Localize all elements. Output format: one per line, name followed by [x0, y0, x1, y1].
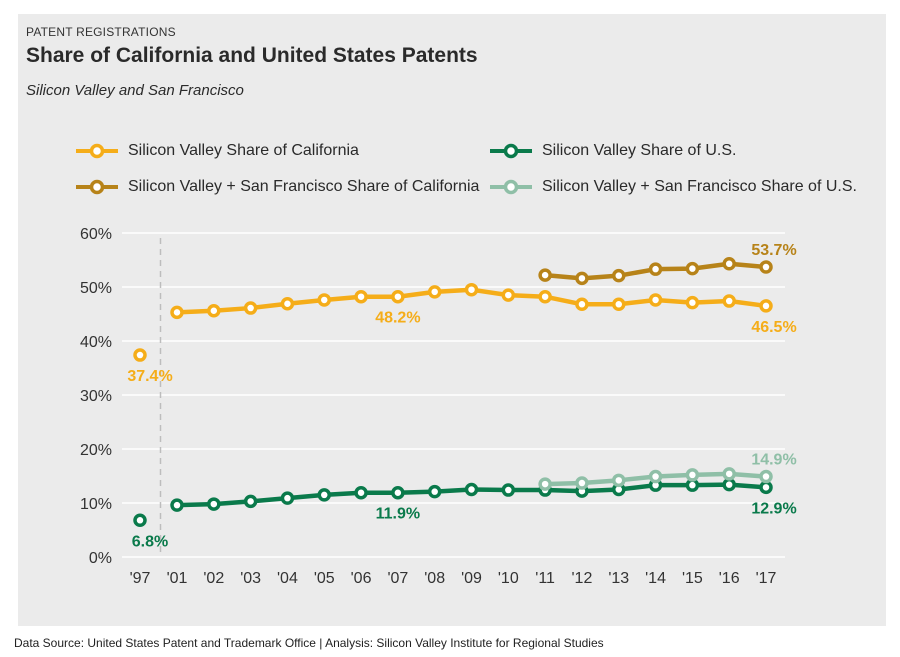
- data-point-sv_ca: [575, 297, 589, 312]
- data-label: 12.9%: [751, 500, 796, 517]
- x-tick-label: '10: [498, 570, 519, 587]
- legend-item-sv-us: Silicon Valley Share of U.S.: [490, 142, 736, 160]
- data-point-svsf_ca: [612, 268, 626, 283]
- data-point-sv_ca: [243, 301, 258, 315]
- x-tick-label: '17: [756, 570, 777, 587]
- data-point-svsf_ca: [648, 262, 663, 276]
- y-tick-label: 50%: [80, 280, 112, 297]
- data-point-svsf_us: [685, 468, 700, 482]
- data-point-sv_ca: [391, 289, 405, 304]
- x-tick-label: '02: [203, 570, 224, 587]
- legend-swatch-sv-us: [490, 143, 532, 159]
- data-point-sv_ca: [722, 294, 736, 308]
- legend-swatch-svsf-ca: [76, 179, 118, 195]
- x-tick-label: '06: [351, 570, 372, 587]
- data-label: 48.2%: [375, 310, 420, 327]
- data-label: 11.9%: [376, 506, 420, 523]
- data-point-sv_us: [464, 482, 479, 497]
- chart-subtitle: Silicon Valley and San Francisco: [26, 82, 244, 99]
- data-point-sv_ca: [612, 297, 626, 312]
- data-point-sv_us: [759, 480, 773, 495]
- data-point-sv_ca: [280, 296, 295, 311]
- data-point-svsf_ca: [722, 257, 736, 271]
- x-tick-label: '08: [424, 570, 445, 587]
- legend-item-svsf-us: Silicon Valley + San Francisco Share of …: [490, 178, 857, 196]
- data-point-sv_ca: [501, 288, 516, 302]
- data-point-sv_us: [207, 497, 221, 511]
- y-tick-label: 30%: [80, 388, 112, 405]
- x-tick-label: '97: [130, 570, 151, 587]
- x-tick-label: '15: [682, 570, 703, 587]
- x-tick-label: '05: [314, 570, 335, 587]
- data-point-svsf_us: [759, 469, 773, 484]
- data-point-sv_ca: [207, 304, 221, 318]
- legend-label-sv-us: Silicon Valley Share of U.S.: [542, 142, 737, 159]
- data-point-sv_us: [722, 477, 736, 492]
- y-tick-label: 60%: [80, 226, 112, 243]
- data-point-sv_us: [133, 513, 147, 528]
- data-label: 37.4%: [127, 368, 172, 385]
- data-point-sv_us: [391, 485, 405, 500]
- chart-title: Share of California and United States Pa…: [26, 44, 478, 67]
- data-point-svsf_us: [575, 476, 589, 490]
- legend-label-svsf-us: Silicon Valley + San Francisco Share of …: [542, 178, 857, 195]
- x-tick-label: '04: [277, 570, 298, 587]
- chart-panel: [18, 14, 886, 626]
- y-tick-label: 40%: [80, 334, 112, 351]
- data-point-svsf_us: [538, 477, 552, 491]
- y-tick-label: 10%: [80, 496, 112, 513]
- data-point-sv_us: [243, 494, 258, 509]
- data-point-sv_ca: [648, 293, 663, 307]
- data-label: 14.9%: [751, 452, 796, 469]
- data-point-sv_us: [427, 484, 442, 499]
- data-point-sv_ca: [464, 282, 479, 297]
- x-tick-label: '09: [461, 570, 482, 587]
- x-tick-label: '14: [645, 570, 666, 587]
- x-tick-label: '07: [387, 570, 408, 587]
- legend-label-sv-ca: Silicon Valley Share of California: [128, 142, 359, 159]
- x-tick-label: '11: [535, 570, 555, 587]
- data-point-sv_ca: [759, 299, 773, 313]
- data-point-sv_ca: [538, 289, 552, 304]
- data-point-sv_ca: [427, 285, 442, 299]
- x-tick-label: '16: [719, 570, 740, 587]
- data-point-sv_us: [317, 488, 331, 502]
- data-point-svsf_us: [722, 467, 736, 481]
- data-point-svsf_ca: [575, 271, 589, 286]
- x-tick-label: '13: [608, 570, 629, 587]
- x-tick-label: '12: [572, 570, 593, 587]
- data-point-sv_us: [685, 478, 700, 492]
- data-point-svsf_ca: [685, 261, 700, 276]
- x-tick-label: '03: [240, 570, 261, 587]
- data-point-sv_ca: [317, 293, 331, 307]
- data-point-sv_ca: [170, 305, 184, 320]
- y-tick-label: 0%: [89, 550, 112, 567]
- legend-swatch-sv-ca: [76, 143, 118, 159]
- x-tick-label: '01: [167, 570, 188, 587]
- data-point-svsf_us: [648, 469, 663, 484]
- data-point-svsf_ca: [538, 268, 552, 282]
- data-point-sv_ca: [685, 295, 700, 310]
- data-source-footer: Data Source: United States Patent and Tr…: [14, 636, 604, 650]
- legend-item-sv-ca: Silicon Valley Share of California: [76, 142, 359, 160]
- legend-label-svsf-ca: Silicon Valley + San Francisco Share of …: [128, 178, 480, 195]
- data-label: 6.8%: [132, 533, 168, 550]
- legend-swatch-svsf-us: [490, 179, 532, 195]
- data-label: 53.7%: [751, 242, 796, 259]
- data-point-sv_us: [354, 485, 368, 500]
- eyebrow-label: PATENT REGISTRATIONS: [26, 25, 176, 39]
- data-point-sv_us: [170, 498, 184, 512]
- legend-item-svsf-ca: Silicon Valley + San Francisco Share of …: [76, 178, 479, 196]
- data-point-svsf_us: [612, 473, 626, 488]
- data-point-sv_us: [280, 491, 295, 505]
- data-point-sv_ca: [354, 289, 368, 304]
- data-label: 46.5%: [751, 319, 796, 336]
- data-point-sv_ca: [133, 348, 147, 362]
- data-point-svsf_ca: [759, 260, 773, 274]
- data-point-sv_us: [501, 483, 516, 497]
- y-tick-label: 20%: [80, 442, 112, 459]
